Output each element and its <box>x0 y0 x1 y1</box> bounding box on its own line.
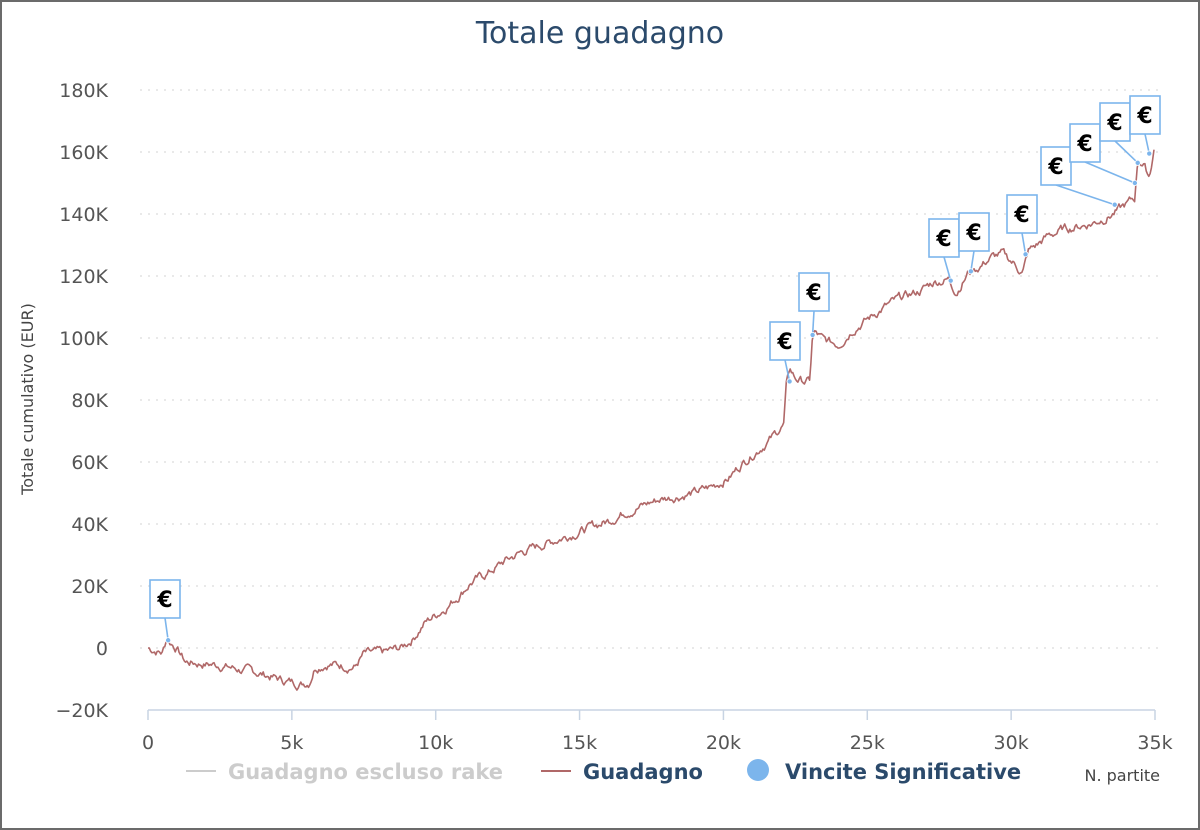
flag-label: € <box>1076 132 1092 157</box>
flag-point <box>786 378 793 385</box>
flag-pole <box>1055 184 1115 206</box>
x-tick-label: 0 <box>142 732 154 754</box>
flag-box <box>1040 146 1072 186</box>
flag-box <box>1006 194 1038 234</box>
y-tick-label: 180K <box>59 80 108 102</box>
flag-label: € <box>1013 203 1029 228</box>
flag-point <box>1111 201 1118 208</box>
x-axis: 0 5k 10k 15k 20k 25k 30k 35k <box>142 709 1173 754</box>
x-tick-label: 20k <box>706 732 741 754</box>
flag-label: € <box>156 588 172 613</box>
flag-box <box>798 272 830 312</box>
flag-pole <box>1021 232 1027 255</box>
x-tick-label: 25k <box>850 732 885 754</box>
series-layer <box>147 149 1155 691</box>
y-tick-label: 60K <box>71 452 108 474</box>
x-tick-label: 15k <box>562 732 597 754</box>
legend-item-escluso-rake[interactable]: Guadagno escluso rake <box>186 760 503 784</box>
flag-vincita: € <box>1040 146 1118 208</box>
flag-label: € <box>1136 104 1152 129</box>
grid <box>140 89 1158 649</box>
flag-box <box>928 218 960 258</box>
y-tick-label: 100K <box>59 328 108 350</box>
y-tick-label: 20K <box>71 576 108 598</box>
flag-point <box>1134 159 1141 166</box>
flag-pole <box>811 310 815 335</box>
y-tick-label: 80K <box>71 390 108 412</box>
y-tick-label: 140K <box>59 204 108 226</box>
flag-pole <box>943 256 952 281</box>
series-line-guadagno <box>147 149 1155 691</box>
flag-label: € <box>1106 111 1122 136</box>
x-axis-title: N. partite <box>1084 766 1160 785</box>
legend-label-vincite: Vincite Significative <box>785 760 1021 784</box>
legend-marker-vincite <box>747 759 769 781</box>
x-tick-label: 5k <box>280 732 303 754</box>
flag-label: € <box>1047 155 1063 180</box>
flag-label: € <box>935 227 951 252</box>
legend: Guadagno escluso rake Guadagno Vincite S… <box>186 759 1021 784</box>
flag-box <box>149 579 181 619</box>
flag-label: € <box>805 281 821 306</box>
legend-label-escluso-rake: Guadagno escluso rake <box>228 760 503 784</box>
flag-pole <box>784 359 791 382</box>
flag-pole <box>164 617 169 641</box>
flag-box <box>958 212 990 252</box>
y-tick-label: 0 <box>96 638 108 660</box>
flag-box <box>1069 123 1101 163</box>
flag-point <box>967 268 974 275</box>
legend-label-guadagno: Guadagno <box>583 760 703 784</box>
flag-label: € <box>965 221 981 246</box>
y-axis-title: Totale cumulativo (EUR) <box>18 303 37 496</box>
chart-title: Totale guadagno <box>475 16 724 51</box>
flag-vincita: € <box>928 218 960 284</box>
flag-vincita: € <box>1129 95 1161 157</box>
flag-box <box>1129 95 1161 135</box>
flag-vincita: € <box>798 272 830 338</box>
x-tick-label: 10k <box>418 732 453 754</box>
flag-pole <box>970 250 975 272</box>
flag-vincita: € <box>769 321 801 385</box>
legend-item-vincite[interactable]: Vincite Significative <box>747 759 1021 784</box>
flag-point <box>1022 251 1029 258</box>
x-tick-label: 35k <box>1137 732 1172 754</box>
flag-point <box>809 331 816 338</box>
legend-item-guadagno[interactable]: Guadagno <box>541 760 703 784</box>
flag-label: € <box>776 330 792 355</box>
flag-point <box>165 637 172 644</box>
y-axis: −20K 0 20K 40K 60K 80K 100K 120K 140K 160K 180K <box>55 80 108 722</box>
flag-point <box>1146 150 1153 157</box>
y-tick-label: 160K <box>59 142 108 164</box>
flag-pole <box>1084 161 1136 184</box>
flags-layer: € € € € € € € € € € <box>149 95 1161 644</box>
flag-vincita: € <box>1069 123 1138 186</box>
y-tick-label: −20K <box>55 700 108 722</box>
flag-point <box>947 277 954 284</box>
x-tick-label: 30k <box>994 732 1029 754</box>
flag-vincita: € <box>1006 194 1038 258</box>
y-tick-label: 40K <box>71 514 108 536</box>
flag-vincita: € <box>958 212 990 275</box>
flag-vincita: € <box>149 579 181 644</box>
flag-pole <box>1144 133 1151 154</box>
flag-point <box>1131 179 1138 186</box>
y-tick-label: 120K <box>59 266 108 288</box>
flag-box <box>769 321 801 361</box>
flag-pole <box>1114 140 1139 164</box>
